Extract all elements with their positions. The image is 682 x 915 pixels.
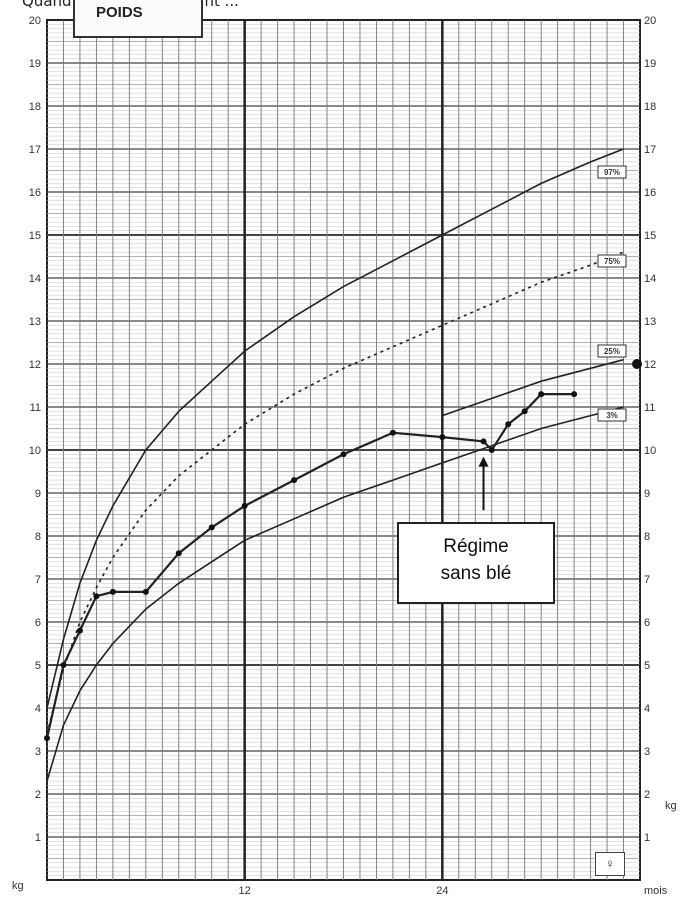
y-tick-label-left: 10: [29, 445, 41, 457]
y-tick-label-right: 10: [644, 445, 656, 457]
chart-points: [44, 359, 642, 742]
percentile-box: [597, 344, 627, 358]
y-tick-label-left: 18: [29, 101, 41, 113]
measurement-point: [571, 391, 578, 398]
y-tick-label-left: 17: [29, 144, 41, 156]
y-tick-label-right: 8: [644, 531, 650, 543]
y-tick-label-left: 20: [29, 15, 41, 27]
measurement-point: [175, 550, 182, 557]
percentile-text: 25%: [604, 347, 620, 356]
series-line-1: [46, 251, 624, 734]
chart-grid: [46, 19, 641, 881]
y-tick-label-right: 13: [644, 316, 656, 328]
y-tick-label-left: 16: [29, 187, 41, 199]
measurement-point: [93, 593, 100, 600]
measurement-point: [480, 438, 487, 445]
y-tick-label-left: 4: [35, 703, 41, 715]
measurement-point: [109, 588, 116, 595]
percentile-text: 75%: [604, 257, 620, 266]
y-tick-label-right: 2: [644, 789, 650, 801]
annotation-box: [397, 522, 555, 604]
measurement-point: [76, 627, 83, 634]
y-tick-label-left: 14: [29, 273, 41, 285]
measurement-point: [389, 429, 396, 436]
y-tick-label-right: 4: [644, 703, 650, 715]
y-tick-label-right: 5: [644, 660, 650, 672]
measurement-point: [439, 434, 446, 441]
measurement-point: [521, 408, 528, 415]
measurement-point: [505, 421, 512, 428]
measurement-point: [538, 391, 545, 398]
percentile-box: [597, 165, 627, 179]
y-tick-label-left: 19: [29, 58, 41, 70]
y-tick-label-right: 20: [644, 15, 656, 27]
y-tick-label-left: 3: [35, 746, 41, 758]
y-tick-label-right: 9: [644, 488, 650, 500]
y-tick-label-right: 1: [644, 832, 650, 844]
x-tick-label: 24: [436, 885, 448, 897]
y-tick-label-right: 15: [644, 230, 656, 242]
title-box: [73, 0, 203, 38]
y-unit-right: kg: [665, 800, 677, 812]
y-tick-label-right: 19: [644, 58, 656, 70]
y-tick-label-right: 3: [644, 746, 650, 758]
female-symbol-icon: ♀: [595, 852, 625, 876]
y-tick-label-left: 12: [29, 359, 41, 371]
measurement-point: [60, 662, 67, 668]
y-tick-label-left: 1: [35, 832, 41, 844]
measurement-point: [291, 477, 298, 484]
y-tick-label-left: 15: [29, 230, 41, 242]
series-line-2: [442, 358, 624, 417]
percentile-text: 3%: [606, 411, 618, 420]
y-tick-label-left: 2: [35, 789, 41, 801]
y-unit-left: kg: [12, 880, 24, 892]
percentile-box: [597, 408, 627, 422]
measurement-point: [208, 524, 215, 531]
y-tick-label-right: 16: [644, 187, 656, 199]
y-tick-label-right: 6: [644, 617, 650, 629]
y-tick-label-right: 18: [644, 101, 656, 113]
edge-point: [632, 359, 642, 369]
y-tick-label-left: 13: [29, 316, 41, 328]
percentile-label-1: 75%: [597, 254, 627, 268]
annotation-arrow-head: [478, 456, 489, 467]
y-tick-label-right: 12: [644, 359, 656, 371]
measurement-point: [142, 588, 149, 595]
y-tick-label-right: 14: [644, 273, 656, 285]
y-tick-label-left: 5: [35, 660, 41, 672]
measurement-point: [340, 451, 347, 458]
y-tick-label-left: 9: [35, 488, 41, 500]
y-tick-label-left: 8: [35, 531, 41, 543]
x-tick-label: 12: [239, 885, 251, 897]
measurement-point: [488, 447, 495, 453]
measurement-point: [44, 735, 50, 742]
y-tick-label-left: 11: [30, 402, 41, 414]
percentile-box: [597, 254, 627, 268]
chart-title: POIDS: [96, 4, 143, 21]
y-tick-label-right: 7: [644, 574, 650, 586]
percentile-label-0: 97%: [597, 165, 627, 179]
percentile-label-2: 25%: [597, 344, 627, 358]
percentile-label-3: 3%: [597, 408, 627, 422]
y-tick-label-left: 6: [35, 617, 41, 629]
x-unit-label: mois: [644, 885, 668, 897]
series-line-3: [46, 406, 624, 782]
measurement-point: [241, 502, 248, 509]
annotation-text: Régime sans blé: [440, 536, 512, 584]
series-line-0: [46, 148, 624, 709]
y-tick-label-left: 7: [35, 574, 41, 586]
y-tick-label-right: 17: [644, 144, 656, 156]
percentile-text: 97%: [604, 168, 620, 177]
y-tick-label-right: 11: [644, 402, 655, 414]
